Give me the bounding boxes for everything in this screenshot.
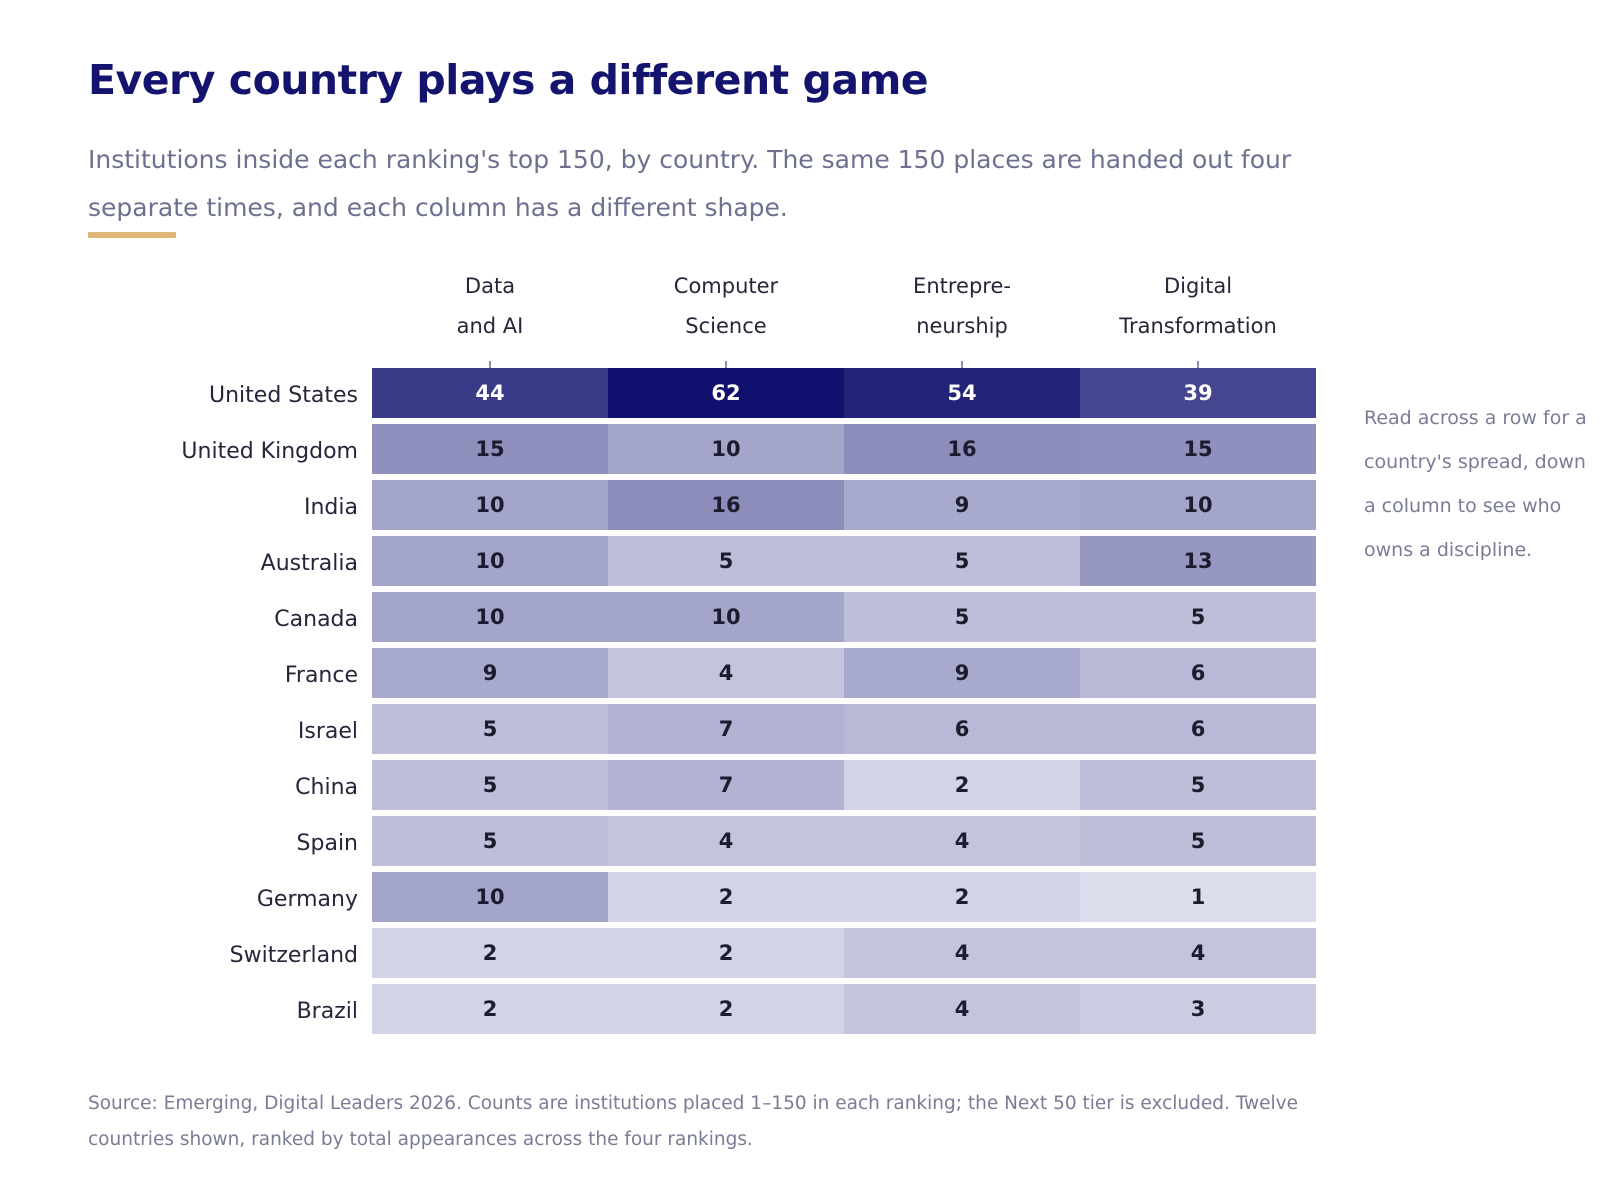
- column-tick: [961, 361, 963, 371]
- column-tick: [489, 361, 491, 371]
- row-label: France: [284, 663, 358, 688]
- heatmap-cell: 5: [1080, 592, 1316, 642]
- accent-rule: [88, 232, 176, 238]
- heatmap-cell: 5: [372, 760, 608, 810]
- reading-note: Read across a row for a country's spread…: [1364, 407, 1587, 561]
- column-tick: [1197, 361, 1199, 371]
- heatmap-cell: 39: [1080, 368, 1316, 418]
- row-label: United States: [209, 383, 358, 408]
- column-header: Computer Science: [608, 266, 844, 346]
- heatmap-cell: 10: [372, 536, 608, 586]
- heatmap-cell: 9: [844, 648, 1080, 698]
- heatmap-cell: 5: [844, 592, 1080, 642]
- heatmap-cell: 13: [1080, 536, 1316, 586]
- column-header: Digital Transformation: [1080, 266, 1316, 346]
- column-tick: [725, 361, 727, 371]
- heatmap-cell: 10: [608, 424, 844, 474]
- column-header-line: Science: [685, 314, 767, 338]
- heatmap-cell: 2: [372, 984, 608, 1034]
- row-label: Canada: [274, 607, 358, 632]
- heatmap-cell: 10: [372, 592, 608, 642]
- column-header-line: Entrepre-: [913, 274, 1011, 298]
- column-header-line: neurship: [916, 314, 1008, 338]
- heatmap-cell: 2: [608, 928, 844, 978]
- heatmap-cell: 5: [1080, 816, 1316, 866]
- heatmap-cell: 10: [1080, 480, 1316, 530]
- heatmap-cell: 5: [608, 536, 844, 586]
- heatmap-cell: 2: [372, 928, 608, 978]
- row-label: Australia: [260, 551, 358, 576]
- heatmap-cell: 62: [608, 368, 844, 418]
- heatmap-cell: 54: [844, 368, 1080, 418]
- heatmap-cell: 15: [372, 424, 608, 474]
- heatmap-cell: 2: [844, 760, 1080, 810]
- row-label: Germany: [256, 887, 358, 912]
- source-note: Source: Emerging, Digital Leaders 2026. …: [88, 1093, 1298, 1150]
- heatmap-cell: 7: [608, 704, 844, 754]
- heatmap-cell: 3: [1080, 984, 1316, 1034]
- heatmap-cell: 5: [844, 536, 1080, 586]
- row-label: Spain: [296, 831, 358, 856]
- heatmap-cell: 6: [844, 704, 1080, 754]
- heatmap-cell: 1: [1080, 872, 1316, 922]
- heatmap-cell: 16: [608, 480, 844, 530]
- chart-title: Every country plays a different game: [88, 56, 929, 104]
- heatmap-cell: 10: [372, 480, 608, 530]
- column-header-line: and AI: [456, 314, 524, 338]
- heatmap-cell: 4: [608, 816, 844, 866]
- row-label: United Kingdom: [181, 439, 358, 464]
- heatmap-cell: 5: [372, 704, 608, 754]
- heatmap-cell: 10: [372, 872, 608, 922]
- heatmap-cell: 9: [372, 648, 608, 698]
- heatmap-cell: 4: [844, 984, 1080, 1034]
- row-label: India: [304, 495, 358, 520]
- heatmap-cell: 5: [1080, 760, 1316, 810]
- chart-subtitle: Institutions inside each ranking's top 1…: [88, 145, 1292, 222]
- row-label: Israel: [297, 719, 358, 744]
- heatmap-cell: 9: [844, 480, 1080, 530]
- row-label: Brazil: [296, 999, 358, 1024]
- row-label: China: [295, 775, 358, 800]
- column-header-line: Data: [464, 274, 516, 298]
- heatmap-cell: 15: [1080, 424, 1316, 474]
- heatmap-cell: 4: [608, 648, 844, 698]
- row-label: Switzerland: [229, 943, 358, 968]
- heatmap-cell: 4: [844, 928, 1080, 978]
- heatmap-cell: 2: [608, 984, 844, 1034]
- heatmap-cell: 2: [608, 872, 844, 922]
- column-header: Data and AI: [372, 266, 608, 346]
- column-header-line: Transformation: [1119, 314, 1277, 338]
- heatmap-cell: 7: [608, 760, 844, 810]
- column-header-line: Computer: [673, 274, 779, 298]
- heatmap-cell: 44: [372, 368, 608, 418]
- heatmap-cell: 6: [1080, 704, 1316, 754]
- heatmap-cell: 4: [1080, 928, 1316, 978]
- heatmap-cell: 16: [844, 424, 1080, 474]
- column-header: Entrepre-neurship: [844, 266, 1080, 346]
- heatmap-cell: 6: [1080, 648, 1316, 698]
- heatmap-cell: 4: [844, 816, 1080, 866]
- column-header-line: Digital: [1163, 274, 1233, 298]
- heatmap-cell: 5: [372, 816, 608, 866]
- heatmap-cell: 2: [844, 872, 1080, 922]
- heatmap-cell: 10: [608, 592, 844, 642]
